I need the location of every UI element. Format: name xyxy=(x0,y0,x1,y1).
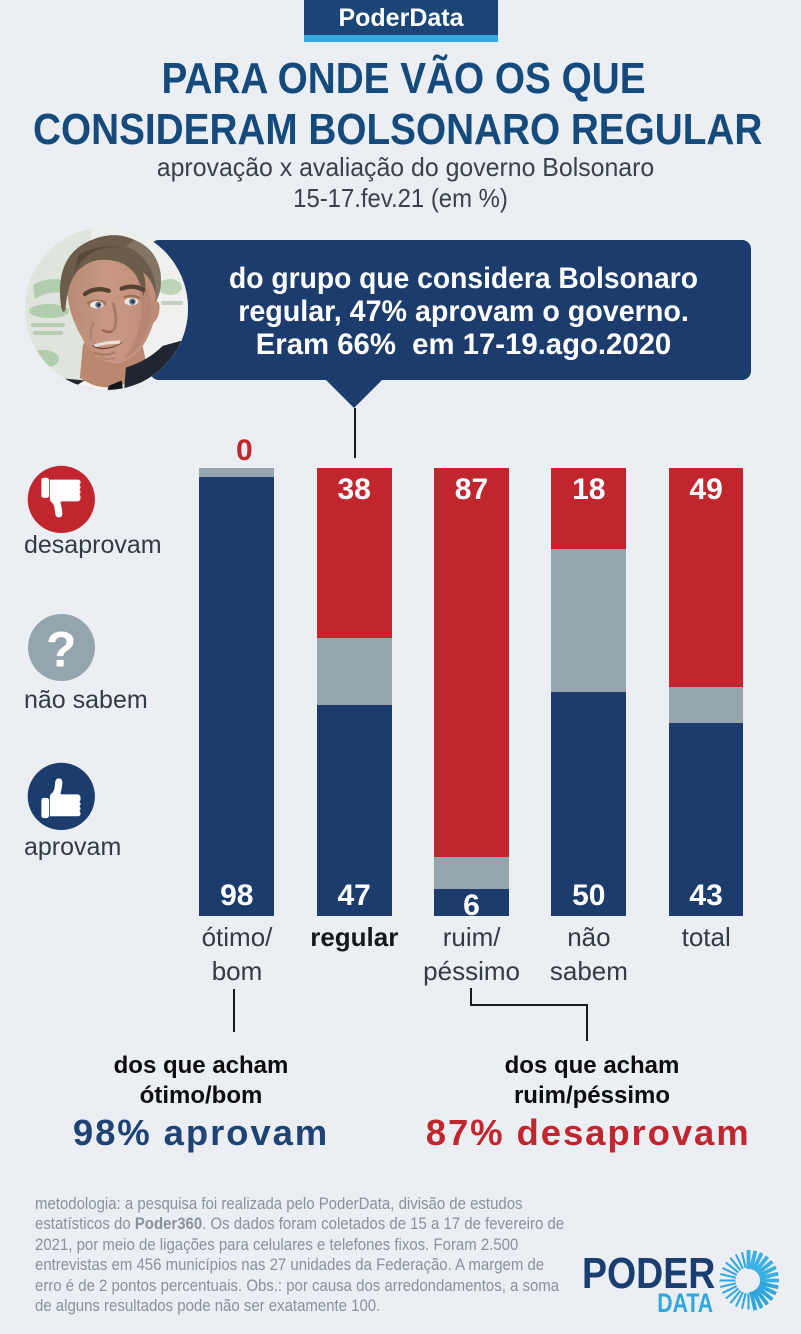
svg-text:?: ? xyxy=(46,622,77,678)
